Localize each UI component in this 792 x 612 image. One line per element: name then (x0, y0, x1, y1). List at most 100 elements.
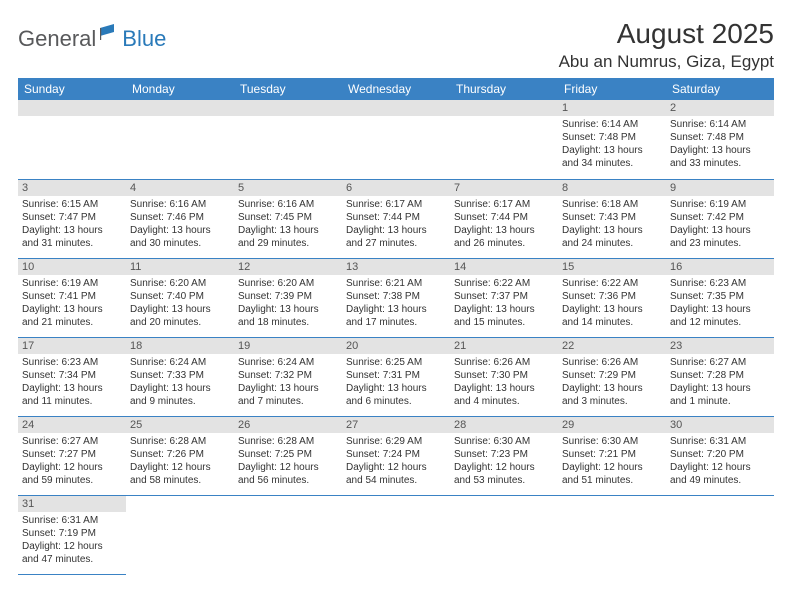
sunset-text: Sunset: 7:39 PM (238, 290, 338, 303)
daylight-text: Daylight: 13 hours and 17 minutes. (346, 303, 446, 329)
sunrise-text: Sunrise: 6:24 AM (238, 356, 338, 369)
logo: General Blue (18, 24, 166, 53)
day-content: Sunrise: 6:25 AMSunset: 7:31 PMDaylight:… (342, 354, 450, 412)
daylight-text: Daylight: 13 hours and 26 minutes. (454, 224, 554, 250)
sunrise-text: Sunrise: 6:28 AM (130, 435, 230, 448)
daylight-text: Daylight: 13 hours and 23 minutes. (670, 224, 770, 250)
calendar-cell: 23Sunrise: 6:27 AMSunset: 7:28 PMDayligh… (666, 337, 774, 416)
day-content: Sunrise: 6:27 AMSunset: 7:28 PMDaylight:… (666, 354, 774, 412)
calendar-cell (234, 495, 342, 574)
logo-blue-text: Blue (122, 26, 166, 52)
daylight-text: Daylight: 13 hours and 15 minutes. (454, 303, 554, 329)
sunrise-text: Sunrise: 6:25 AM (346, 356, 446, 369)
daylight-text: Daylight: 12 hours and 53 minutes. (454, 461, 554, 487)
day-content: Sunrise: 6:19 AMSunset: 7:41 PMDaylight:… (18, 275, 126, 333)
day-content: Sunrise: 6:26 AMSunset: 7:29 PMDaylight:… (558, 354, 666, 412)
daylight-text: Daylight: 12 hours and 54 minutes. (346, 461, 446, 487)
daylight-text: Daylight: 13 hours and 34 minutes. (562, 144, 662, 170)
calendar-cell: 6Sunrise: 6:17 AMSunset: 7:44 PMDaylight… (342, 179, 450, 258)
sunrise-text: Sunrise: 6:20 AM (238, 277, 338, 290)
calendar-cell: 1Sunrise: 6:14 AMSunset: 7:48 PMDaylight… (558, 100, 666, 179)
calendar-cell (234, 100, 342, 179)
sunrise-text: Sunrise: 6:30 AM (562, 435, 662, 448)
weekday-header: Monday (126, 78, 234, 100)
day-content: Sunrise: 6:29 AMSunset: 7:24 PMDaylight:… (342, 433, 450, 491)
calendar-cell: 5Sunrise: 6:16 AMSunset: 7:45 PMDaylight… (234, 179, 342, 258)
sunrise-text: Sunrise: 6:17 AM (454, 198, 554, 211)
calendar-head: SundayMondayTuesdayWednesdayThursdayFrid… (18, 78, 774, 100)
calendar-table: SundayMondayTuesdayWednesdayThursdayFrid… (18, 78, 774, 575)
day-content: Sunrise: 6:15 AMSunset: 7:47 PMDaylight:… (18, 196, 126, 254)
day-number: 11 (126, 259, 234, 275)
sunset-text: Sunset: 7:20 PM (670, 448, 770, 461)
daylight-text: Daylight: 13 hours and 14 minutes. (562, 303, 662, 329)
sunset-text: Sunset: 7:41 PM (22, 290, 122, 303)
day-number: 3 (18, 180, 126, 196)
day-number: 7 (450, 180, 558, 196)
sunrise-text: Sunrise: 6:26 AM (454, 356, 554, 369)
sunset-text: Sunset: 7:48 PM (562, 131, 662, 144)
calendar-row: 24Sunrise: 6:27 AMSunset: 7:27 PMDayligh… (18, 416, 774, 495)
calendar-cell: 8Sunrise: 6:18 AMSunset: 7:43 PMDaylight… (558, 179, 666, 258)
daylight-text: Daylight: 13 hours and 29 minutes. (238, 224, 338, 250)
daylight-text: Daylight: 13 hours and 18 minutes. (238, 303, 338, 329)
day-number-empty (234, 100, 342, 116)
daylight-text: Daylight: 13 hours and 1 minute. (670, 382, 770, 408)
day-number: 24 (18, 417, 126, 433)
day-content: Sunrise: 6:24 AMSunset: 7:33 PMDaylight:… (126, 354, 234, 412)
weekday-header: Wednesday (342, 78, 450, 100)
sunset-text: Sunset: 7:26 PM (130, 448, 230, 461)
calendar-cell: 15Sunrise: 6:22 AMSunset: 7:36 PMDayligh… (558, 258, 666, 337)
calendar-cell (342, 100, 450, 179)
day-content: Sunrise: 6:30 AMSunset: 7:21 PMDaylight:… (558, 433, 666, 491)
day-content: Sunrise: 6:16 AMSunset: 7:46 PMDaylight:… (126, 196, 234, 254)
sunset-text: Sunset: 7:44 PM (454, 211, 554, 224)
sunrise-text: Sunrise: 6:14 AM (670, 118, 770, 131)
sunrise-text: Sunrise: 6:27 AM (670, 356, 770, 369)
weekday-row: SundayMondayTuesdayWednesdayThursdayFrid… (18, 78, 774, 100)
sunset-text: Sunset: 7:36 PM (562, 290, 662, 303)
sunset-text: Sunset: 7:34 PM (22, 369, 122, 382)
calendar-cell (450, 495, 558, 574)
daylight-text: Daylight: 13 hours and 31 minutes. (22, 224, 122, 250)
calendar-cell: 13Sunrise: 6:21 AMSunset: 7:38 PMDayligh… (342, 258, 450, 337)
day-number: 10 (18, 259, 126, 275)
day-number: 19 (234, 338, 342, 354)
calendar-cell (18, 100, 126, 179)
daylight-text: Daylight: 13 hours and 20 minutes. (130, 303, 230, 329)
calendar-row: 3Sunrise: 6:15 AMSunset: 7:47 PMDaylight… (18, 179, 774, 258)
sunset-text: Sunset: 7:31 PM (346, 369, 446, 382)
calendar-body: 1Sunrise: 6:14 AMSunset: 7:48 PMDaylight… (18, 100, 774, 574)
sunrise-text: Sunrise: 6:23 AM (670, 277, 770, 290)
day-number: 6 (342, 180, 450, 196)
sunset-text: Sunset: 7:46 PM (130, 211, 230, 224)
calendar-cell: 3Sunrise: 6:15 AMSunset: 7:47 PMDaylight… (18, 179, 126, 258)
weekday-header: Sunday (18, 78, 126, 100)
sunset-text: Sunset: 7:19 PM (22, 527, 122, 540)
calendar-row: 1Sunrise: 6:14 AMSunset: 7:48 PMDaylight… (18, 100, 774, 179)
sunrise-text: Sunrise: 6:16 AM (130, 198, 230, 211)
day-content: Sunrise: 6:23 AMSunset: 7:35 PMDaylight:… (666, 275, 774, 333)
day-number: 12 (234, 259, 342, 275)
day-number: 4 (126, 180, 234, 196)
calendar-cell: 22Sunrise: 6:26 AMSunset: 7:29 PMDayligh… (558, 337, 666, 416)
header: General Blue August 2025 Abu an Numrus, … (18, 18, 774, 72)
calendar-cell: 17Sunrise: 6:23 AMSunset: 7:34 PMDayligh… (18, 337, 126, 416)
calendar-cell: 4Sunrise: 6:16 AMSunset: 7:46 PMDaylight… (126, 179, 234, 258)
logo-flag-icon (100, 24, 120, 45)
calendar-cell (126, 100, 234, 179)
day-number: 18 (126, 338, 234, 354)
logo-general-text: General (18, 26, 96, 52)
sunset-text: Sunset: 7:45 PM (238, 211, 338, 224)
sunset-text: Sunset: 7:21 PM (562, 448, 662, 461)
daylight-text: Daylight: 13 hours and 30 minutes. (130, 224, 230, 250)
calendar-cell: 10Sunrise: 6:19 AMSunset: 7:41 PMDayligh… (18, 258, 126, 337)
sunset-text: Sunset: 7:24 PM (346, 448, 446, 461)
sunset-text: Sunset: 7:33 PM (130, 369, 230, 382)
day-number: 29 (558, 417, 666, 433)
day-content: Sunrise: 6:18 AMSunset: 7:43 PMDaylight:… (558, 196, 666, 254)
calendar-cell: 16Sunrise: 6:23 AMSunset: 7:35 PMDayligh… (666, 258, 774, 337)
calendar-cell: 19Sunrise: 6:24 AMSunset: 7:32 PMDayligh… (234, 337, 342, 416)
daylight-text: Daylight: 13 hours and 27 minutes. (346, 224, 446, 250)
day-number: 22 (558, 338, 666, 354)
